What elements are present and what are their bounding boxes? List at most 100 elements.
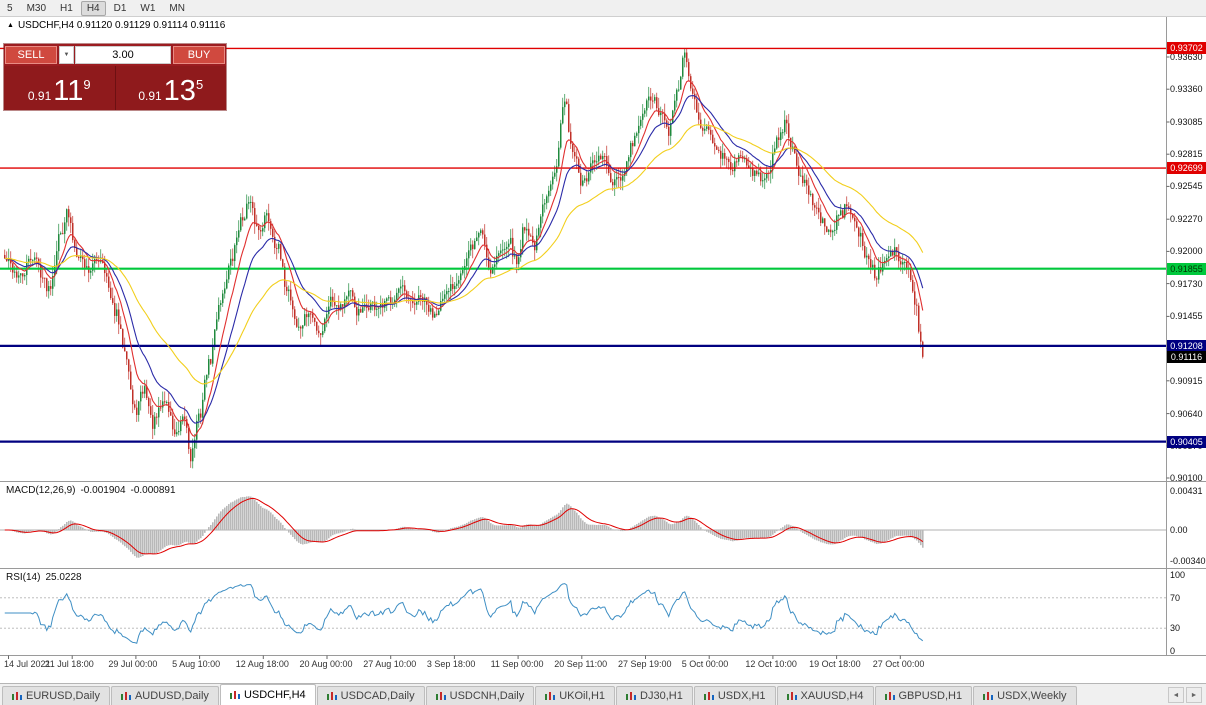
time-axis-label: 20 Aug 00:00 [299, 659, 353, 669]
price-axis-tick: 0.93630 [1170, 52, 1203, 62]
candlestick-chart-icon [229, 691, 240, 699]
timeframe-button-mn[interactable]: MN [169, 2, 185, 14]
rsi-name: RSI(14) [6, 572, 41, 583]
tab-scroll-left-icon[interactable]: ◄ [1168, 687, 1184, 703]
buy-price-big: 13 [163, 75, 196, 107]
chart-tab-audusd-daily[interactable]: AUDUSD,Daily [110, 686, 219, 705]
chart-tab-label: XAUUSD,H4 [800, 690, 864, 702]
tab-scroll-right-icon[interactable]: ► [1186, 687, 1202, 703]
price-axis-tick: 0.92000 [1170, 246, 1203, 257]
rsi-value: 25.0228 [45, 572, 82, 583]
chart-tab-usdcad-daily[interactable]: USDCAD,Daily [316, 686, 425, 705]
buy-price-display[interactable]: 0.91 13 5 [116, 66, 227, 110]
buy-price-pip: 5 [195, 77, 204, 92]
candlestick-chart-icon [884, 692, 895, 700]
sell-price-main: 0.91 [27, 89, 52, 103]
timeframe-button-m30[interactable]: M30 [26, 2, 47, 14]
price-axis-tick: 0.93360 [1170, 84, 1203, 95]
chart-tab-usdx-weekly[interactable]: USDX,Weekly [973, 686, 1077, 705]
chart-tab-gbpusd-h1[interactable]: GBPUSD,H1 [874, 686, 973, 705]
macd-axis-tick: 0.00431 [1170, 486, 1203, 497]
macd-value-main: -0.001904 [80, 485, 126, 496]
sell-price-display[interactable]: 0.91 11 9 [4, 66, 115, 110]
time-axis-label: 12 Aug 18:00 [235, 659, 289, 669]
volume-dropdown-icon[interactable]: ▼ [59, 46, 74, 64]
time-axis-label: 20 Sep 11:00 [554, 659, 608, 669]
volume-control: ▼ [59, 46, 171, 64]
chart-tab-eurusd-daily[interactable]: EURUSD,Daily [2, 686, 110, 705]
chart-tab-label: USDX,H1 [717, 690, 766, 702]
chart-tab-usdx-h1[interactable]: USDX,H1 [693, 686, 776, 705]
price-axis-tick: 0.91730 [1170, 278, 1203, 289]
candlestick-chart-icon [435, 692, 446, 700]
sell-button[interactable]: SELL [5, 46, 57, 64]
candlestick-chart-icon [626, 692, 637, 700]
chart-tab-usdchf-h4[interactable]: USDCHF,H4 [219, 684, 316, 705]
price-divider [114, 66, 116, 110]
time-axis-label: 5 Aug 10:00 [172, 659, 221, 669]
price-level-badge: 0.93702 [1167, 42, 1206, 55]
timeframe-button-h1[interactable]: H1 [60, 2, 73, 14]
candlestick-chart-icon [12, 692, 22, 700]
chart-tab-label: USDCNH,Daily [449, 690, 525, 702]
macd-indicator-label: MACD(12,26,9) -0.001904 -0.000891 [6, 485, 176, 496]
chart-tab-label: DJ30,H1 [640, 690, 683, 702]
chart-tab-dj30-h1[interactable]: DJ30,H1 [616, 686, 693, 705]
macd-value-signal: -0.000891 [130, 485, 176, 496]
price-axis-tick: 0.92545 [1170, 181, 1203, 192]
price-axis-tick: 0.90915 [1170, 375, 1203, 386]
buy-button[interactable]: BUY [173, 46, 225, 64]
candlestick-chart-icon [786, 692, 797, 700]
price-level-badge: 0.91208 [1167, 339, 1206, 352]
current-price-badge: 0.91116 [1167, 350, 1206, 363]
price-axis-tick: 0.90640 [1170, 408, 1203, 419]
trade-prices-row: 0.91 11 9 0.91 13 5 [4, 66, 226, 110]
symbol-ohlc-text: USDCHF,H4 0.91120 0.91129 0.91114 0.9111… [17, 20, 226, 31]
rsi-axis-tick: 70 [1170, 592, 1181, 603]
candlestick-chart-icon [703, 692, 714, 700]
macd-name: MACD(12,26,9) [6, 485, 76, 496]
symbol-collapse-icon[interactable]: ▲ [7, 22, 14, 29]
rsi-axis-tick: 100 [1170, 570, 1186, 580]
rsi-indicator-label: RSI(14) 25.0228 [6, 572, 82, 583]
time-axis-label: 14 Jul 2021 [4, 659, 51, 669]
time-axis-label: 27 Sep 19:00 [618, 659, 672, 669]
price-axis-tick: 0.91455 [1170, 311, 1203, 322]
chart-tab-label: USDX,Weekly [997, 690, 1067, 702]
price-axis-tick: 0.93085 [1170, 116, 1203, 127]
buy-price-main: 0.91 [138, 89, 162, 103]
rsi-axis-tick: 0 [1170, 646, 1176, 656]
chart-tab-label: USDCHF,H4 [243, 689, 306, 701]
timeframe-button-h4[interactable]: H4 [80, 0, 106, 16]
tab-scroll-arrows: ◄ ► [1168, 687, 1202, 703]
price-level-badge: 0.92699 [1167, 162, 1206, 175]
timeframe-button-5[interactable]: 5 [7, 2, 13, 14]
time-axis-label: 3 Sep 18:00 [426, 659, 476, 669]
time-axis-label: 27 Aug 10:00 [363, 659, 417, 669]
chart-title: ▲ USDCHF,H4 0.91120 0.91129 0.91114 0.91… [7, 20, 225, 31]
chart-tab-usdcnh-daily[interactable]: USDCNH,Daily [425, 686, 535, 705]
sell-price-pip: 9 [83, 77, 91, 92]
time-axis-label: 27 Oct 00:00 [872, 659, 925, 669]
price-axis-tick: 0.92815 [1170, 149, 1203, 160]
chart-tab-label: GBPUSD,H1 [898, 690, 963, 702]
chart-tab-xauusd-h4[interactable]: XAUUSD,H4 [776, 686, 874, 705]
time-axis-label: 19 Oct 18:00 [809, 659, 861, 669]
price-axis-tick: 0.92270 [1170, 214, 1203, 225]
timeframe-button-d1[interactable]: D1 [113, 2, 127, 14]
chart-tabs: EURUSD,Daily AUDUSD,Daily USDCHF,H4 USDCAD,… [2, 684, 1078, 705]
time-axis-label: 29 Jul 00:00 [108, 659, 158, 669]
rsi-axis-tick: 30 [1170, 623, 1181, 634]
time-axis-label: 11 Sep 00:00 [490, 659, 544, 669]
one-click-trading-panel: SELL ▼ BUY 0.91 11 9 0.91 13 5 [4, 44, 226, 110]
price-level-badge: 0.90405 [1167, 435, 1206, 448]
macd-axis-tick: -0.00340 [1170, 555, 1206, 566]
timeframe-button-w1[interactable]: W1 [140, 2, 156, 14]
timeframe-toolbar: 5 M30 H1 H4 D1 W1 MN [0, 0, 1206, 17]
volume-input[interactable] [75, 46, 171, 64]
time-axis-label: 5 Oct 00:00 [681, 659, 729, 669]
candlestick-chart-icon [326, 692, 337, 700]
chart-tab-label: UKOil,H1 [559, 690, 606, 702]
chart-tab-ukoil-h1[interactable]: UKOil,H1 [535, 686, 616, 705]
